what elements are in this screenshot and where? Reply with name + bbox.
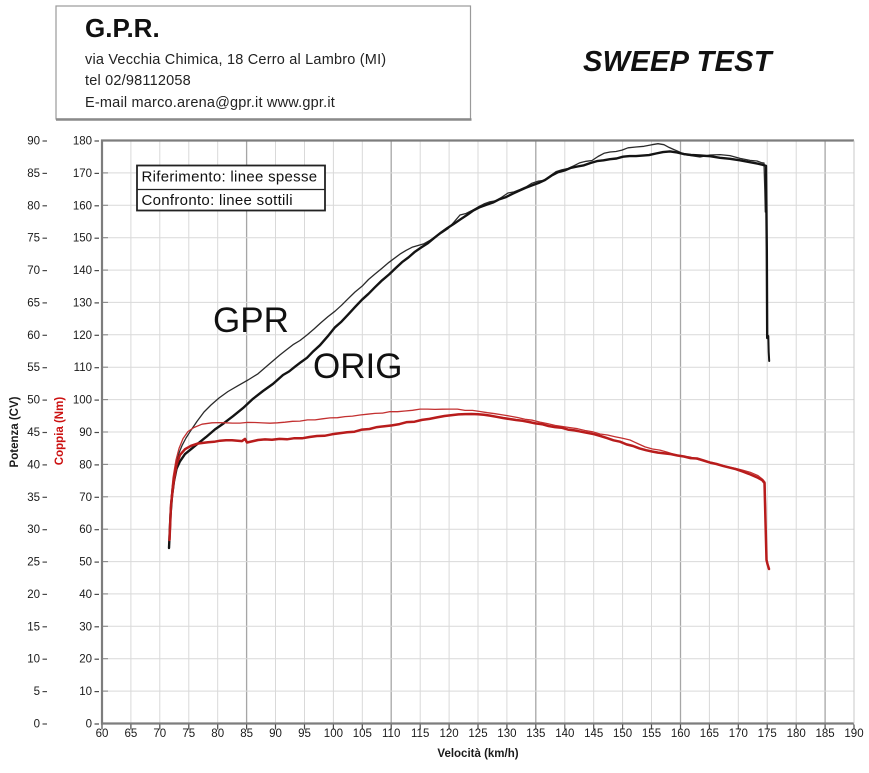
svg-text:10: 10: [27, 654, 40, 666]
svg-text:60: 60: [27, 330, 40, 342]
svg-text:0: 0: [86, 719, 92, 731]
svg-text:75: 75: [27, 233, 40, 245]
svg-text:85: 85: [240, 728, 253, 740]
svg-text:20: 20: [27, 589, 40, 601]
svg-text:25: 25: [27, 557, 40, 569]
svg-text:65: 65: [27, 297, 40, 309]
svg-text:SWEEP TEST: SWEEP TEST: [583, 46, 774, 78]
svg-text:Confronto: linee sottili: Confronto: linee sottili: [142, 192, 293, 209]
svg-text:Potenza (CV): Potenza (CV): [9, 396, 21, 467]
svg-text:80: 80: [211, 728, 224, 740]
svg-text:160: 160: [73, 200, 92, 212]
svg-text:95: 95: [298, 728, 311, 740]
svg-text:35: 35: [27, 492, 40, 504]
svg-text:GPR: GPR: [213, 301, 289, 340]
svg-text:100: 100: [73, 395, 92, 407]
svg-text:via Vecchia Chimica, 18 Cerro: via Vecchia Chimica, 18 Cerro al Lambro …: [85, 52, 386, 68]
svg-text:50: 50: [27, 395, 40, 407]
svg-text:120: 120: [440, 728, 459, 740]
svg-text:ORIG: ORIG: [313, 347, 402, 386]
svg-text:140: 140: [73, 265, 92, 277]
svg-text:150: 150: [73, 233, 92, 245]
svg-text:135: 135: [526, 728, 545, 740]
svg-text:40: 40: [27, 459, 40, 471]
svg-text:160: 160: [671, 728, 690, 740]
svg-text:180: 180: [787, 728, 806, 740]
svg-text:30: 30: [79, 621, 92, 633]
svg-text:90: 90: [269, 728, 282, 740]
svg-text:180: 180: [73, 136, 92, 148]
svg-text:60: 60: [96, 728, 109, 740]
svg-text:tel 02/98112058: tel 02/98112058: [85, 73, 191, 89]
svg-text:45: 45: [27, 427, 40, 439]
svg-text:185: 185: [816, 728, 835, 740]
svg-text:75: 75: [182, 728, 195, 740]
svg-text:190: 190: [844, 728, 863, 740]
svg-text:105: 105: [353, 728, 372, 740]
svg-text:80: 80: [27, 200, 40, 212]
svg-text:Velocità (km/h): Velocità (km/h): [437, 748, 518, 760]
svg-text:110: 110: [382, 728, 400, 740]
svg-text:155: 155: [642, 728, 661, 740]
svg-text:Coppia (Nm): Coppia (Nm): [54, 397, 66, 466]
svg-text:10: 10: [79, 686, 92, 698]
svg-text:80: 80: [79, 459, 92, 471]
svg-text:0: 0: [34, 719, 40, 731]
svg-text:70: 70: [27, 265, 40, 277]
svg-text:20: 20: [79, 654, 92, 666]
svg-text:90: 90: [79, 427, 92, 439]
svg-text:60: 60: [79, 524, 92, 536]
svg-text:40: 40: [79, 589, 92, 601]
svg-text:150: 150: [613, 728, 632, 740]
svg-text:G.P.R.: G.P.R.: [85, 13, 160, 43]
svg-text:125: 125: [468, 728, 487, 740]
svg-text:65: 65: [125, 728, 138, 740]
svg-text:130: 130: [73, 297, 92, 309]
svg-text:55: 55: [27, 362, 40, 374]
svg-text:140: 140: [555, 728, 574, 740]
svg-text:120: 120: [73, 330, 92, 342]
svg-text:170: 170: [73, 168, 92, 180]
svg-text:Riferimento: linee spesse: Riferimento: linee spesse: [142, 169, 318, 186]
svg-text:70: 70: [153, 728, 166, 740]
svg-text:145: 145: [584, 728, 603, 740]
svg-text:100: 100: [324, 728, 343, 740]
svg-text:5: 5: [34, 686, 40, 698]
svg-text:170: 170: [729, 728, 748, 740]
svg-text:115: 115: [411, 728, 429, 740]
svg-text:90: 90: [27, 136, 40, 148]
svg-text:15: 15: [27, 621, 40, 633]
svg-text:30: 30: [27, 524, 40, 536]
svg-text:E-mail marco.arena@gpr.it www: E-mail marco.arena@gpr.it www.gpr.it: [85, 95, 335, 111]
svg-text:130: 130: [497, 728, 516, 740]
svg-text:175: 175: [758, 728, 777, 740]
svg-text:110: 110: [74, 362, 92, 374]
svg-text:85: 85: [27, 168, 40, 180]
svg-text:165: 165: [700, 728, 719, 740]
svg-text:50: 50: [79, 557, 92, 569]
svg-text:70: 70: [79, 492, 92, 504]
